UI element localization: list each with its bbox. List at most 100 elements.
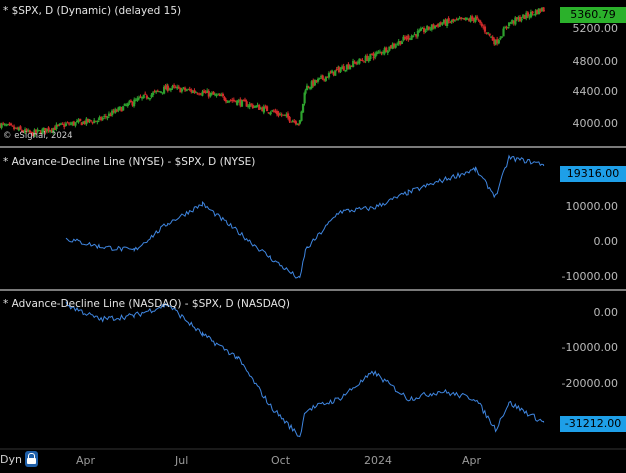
- spx-axis-label: 4800.00: [572, 55, 619, 68]
- spx-candle: [90, 120, 93, 122]
- spx-candle: [358, 58, 361, 64]
- spx-candle: [17, 127, 20, 131]
- spx-candle: [101, 117, 104, 120]
- spx-candle: [141, 96, 144, 99]
- spx-candle: [288, 116, 291, 122]
- pane-separator: [0, 146, 626, 148]
- spx-candle: [421, 28, 424, 30]
- spx-candle: [49, 130, 52, 132]
- spx-candle: [191, 90, 195, 93]
- date-axis-label: Apr: [76, 454, 96, 467]
- spx-candle: [297, 123, 301, 125]
- spx-candle: [472, 17, 475, 22]
- nasdaq-axis-label: 0.00: [593, 306, 619, 319]
- spx-candle: [341, 66, 344, 70]
- spx-candle: [529, 11, 533, 18]
- lock-icon[interactable]: [24, 451, 38, 467]
- spx-candle: [71, 122, 74, 125]
- spx-candle: [33, 129, 36, 137]
- spx-candle: [310, 81, 313, 89]
- spx-candle: [474, 17, 477, 21]
- spx-candle: [542, 9, 545, 12]
- spx-candle: [185, 90, 188, 92]
- spx-candle: [534, 10, 537, 15]
- spx-candle: [435, 25, 438, 27]
- spx-candle: [321, 75, 324, 79]
- spx-candle: [323, 78, 326, 81]
- nyse-last-value-tag: 19316.00: [560, 166, 626, 182]
- spx-candle: [176, 86, 179, 89]
- spx-candle: [6, 124, 10, 126]
- spx-candle: [429, 28, 432, 30]
- spx-candle: [408, 38, 412, 40]
- date-axis-label: 2024: [364, 454, 392, 467]
- spx-candle: [30, 131, 33, 133]
- spx-candle: [164, 85, 167, 90]
- spx-candle: [16, 127, 19, 130]
- spx-candle: [38, 130, 41, 132]
- spx-candle: [464, 17, 468, 20]
- spx-candle: [75, 120, 79, 122]
- spx-candle: [106, 116, 109, 119]
- spx-candle: [264, 106, 267, 108]
- spx-candle: [82, 121, 85, 124]
- spx-candle: [109, 114, 112, 117]
- dyn-label: Dyn: [0, 452, 22, 466]
- spx-candle: [397, 41, 400, 45]
- spx-candle: [88, 119, 91, 121]
- spx-candle: [277, 112, 280, 116]
- spx-candle: [100, 117, 103, 121]
- spx-candle: [438, 23, 441, 27]
- spx-candle: [447, 18, 450, 22]
- spx-candle: [104, 116, 108, 118]
- dynamic-mode-button[interactable]: Dyn: [0, 449, 40, 469]
- spx-candle: [136, 98, 139, 101]
- spx-candle: [163, 86, 166, 94]
- spx-candle: [137, 97, 141, 99]
- spx-candle: [259, 107, 262, 110]
- nasdaq-axis-label: -10000.00: [561, 341, 618, 354]
- spx-candle: [187, 89, 190, 91]
- spx-candle: [115, 110, 118, 112]
- spx-candle: [502, 28, 505, 37]
- spx-candle: [258, 105, 261, 110]
- spx-candle: [123, 103, 126, 106]
- spx-candle: [28, 130, 31, 133]
- spx-candle: [458, 18, 461, 20]
- spx-candle: [432, 24, 435, 28]
- spx-candle: [2, 123, 5, 125]
- spx-candle: [196, 93, 199, 95]
- spx-candle: [171, 85, 174, 88]
- spx-candle: [79, 118, 82, 122]
- spx-candle: [242, 99, 245, 101]
- spx-candle: [229, 100, 232, 102]
- spx-candle: [150, 94, 153, 98]
- spx-candle: [300, 111, 303, 121]
- spx-candle: [147, 98, 150, 100]
- spx-candle: [203, 90, 206, 93]
- spx-candle: [536, 9, 539, 15]
- spx-candle: [439, 22, 442, 24]
- spx-candle: [303, 92, 306, 104]
- nasdaq-axis-label: -20000.00: [561, 377, 618, 390]
- spx-candle: [188, 88, 191, 90]
- spx-candle: [345, 65, 349, 70]
- spx-candle: [424, 30, 427, 33]
- spx-candle: [262, 106, 265, 113]
- spx-axis-label: 4000.00: [572, 117, 619, 130]
- spx-candle: [477, 19, 480, 21]
- spx-candle: [449, 22, 452, 24]
- spx-candle: [522, 14, 525, 18]
- spx-candle: [539, 9, 542, 12]
- spx-candle: [261, 107, 264, 112]
- spx-candle: [339, 68, 342, 72]
- spx-candle: [315, 80, 318, 83]
- nyse-axis-label: 10000.00: [565, 200, 619, 213]
- spx-candle: [307, 86, 310, 88]
- spx-candle: [223, 96, 226, 101]
- spx-candle: [114, 109, 117, 113]
- spx-candle: [499, 37, 502, 40]
- spx-candle: [212, 91, 215, 95]
- spx-candle: [45, 128, 49, 132]
